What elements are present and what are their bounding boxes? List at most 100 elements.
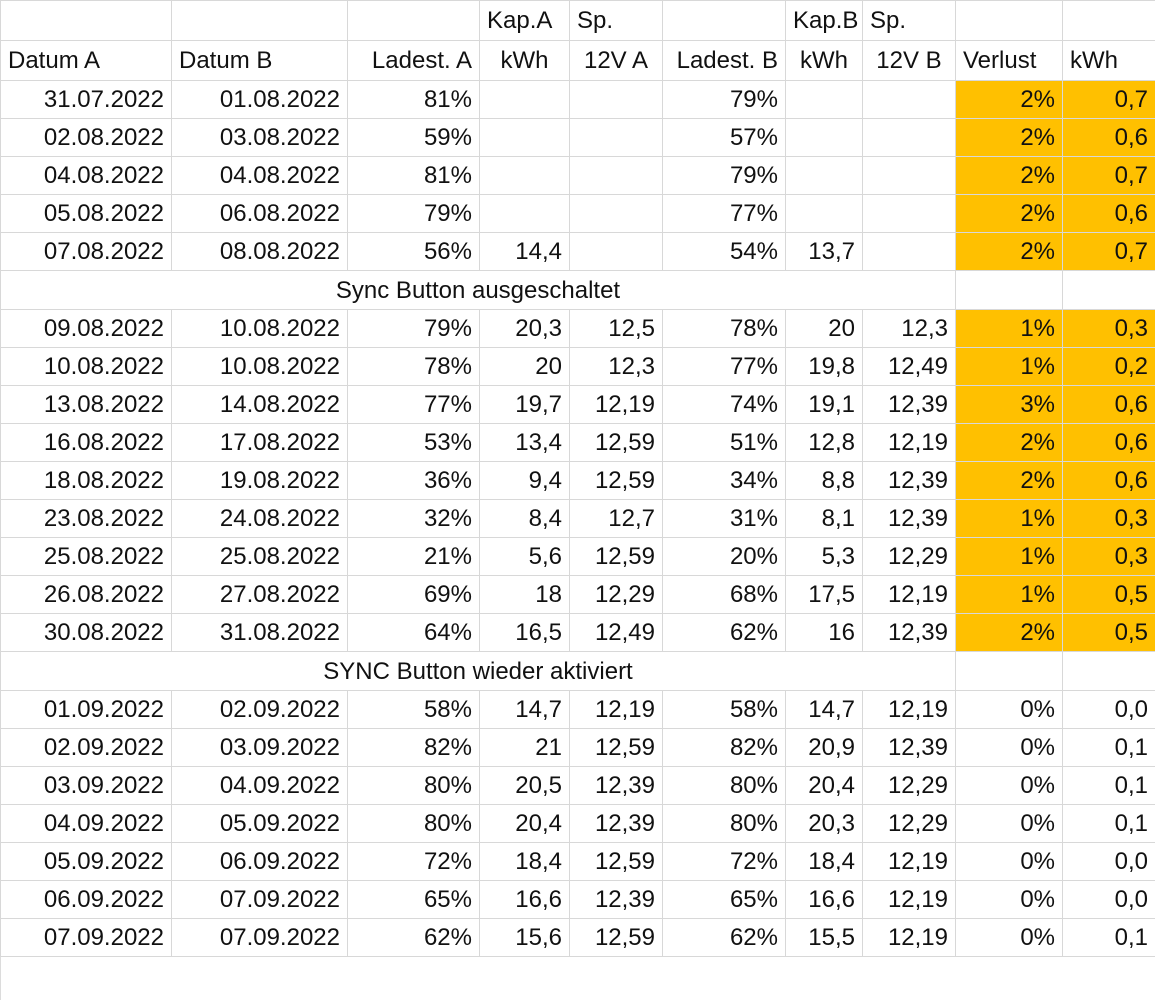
- cell-verlust-kwh[interactable]: 0,1: [1062, 803, 1155, 843]
- cell-ladest-a[interactable]: 79%: [347, 194, 480, 234]
- cell-datum-a[interactable]: 18.08.2022: [0, 460, 172, 501]
- cell-verlust[interactable]: 2%: [955, 118, 1063, 158]
- cell-verlust-kwh[interactable]: 0,5: [1062, 575, 1155, 615]
- cell-verlust-kwh[interactable]: 0,6: [1062, 422, 1155, 462]
- cell-kap-b-kwh[interactable]: 17,5: [785, 575, 863, 615]
- cell-verlust-kwh[interactable]: 0,2: [1062, 346, 1155, 386]
- cell-verlust-kwh[interactable]: 0,6: [1062, 460, 1155, 501]
- cell-sp-12v-a[interactable]: [569, 118, 663, 158]
- cell-datum-b[interactable]: 01.08.2022: [171, 79, 348, 120]
- cell-kap-a-kwh[interactable]: 13,4: [479, 422, 570, 462]
- cell-kap-a-kwh[interactable]: 16,5: [479, 613, 570, 653]
- cell-kap-a-kwh[interactable]: 20,3: [479, 308, 570, 348]
- cell-verlust[interactable]: 1%: [955, 308, 1063, 348]
- cell-kap-a-kwh[interactable]: 21: [479, 727, 570, 767]
- cell-sp-12v-a[interactable]: 12,59: [569, 727, 663, 767]
- cell-verlust[interactable]: 2%: [955, 156, 1063, 196]
- cell-datum-a[interactable]: 05.09.2022: [0, 841, 172, 881]
- cell-verlust[interactable]: 2%: [955, 194, 1063, 234]
- table-cell[interactable]: [1062, 270, 1155, 310]
- table-cell[interactable]: [955, 270, 1063, 310]
- cell-kap-a-kwh[interactable]: 20: [479, 346, 570, 386]
- header-cell[interactable]: [171, 0, 348, 41]
- header-cell[interactable]: [347, 0, 480, 41]
- header-cell-sp-a[interactable]: Sp.: [569, 0, 663, 41]
- cell-verlust[interactable]: 2%: [955, 79, 1063, 120]
- header-kwh-b[interactable]: kWh: [785, 40, 863, 81]
- header-12v-b[interactable]: 12V B: [862, 40, 956, 81]
- cell-kap-b-kwh[interactable]: 16: [785, 613, 863, 653]
- cell-kap-b-kwh[interactable]: 12,8: [785, 422, 863, 462]
- cell-kap-a-kwh[interactable]: [479, 194, 570, 234]
- cell-sp-12v-a[interactable]: [569, 156, 663, 196]
- cell-sp-12v-b[interactable]: 12,39: [862, 460, 956, 501]
- cell-verlust[interactable]: 0%: [955, 765, 1063, 805]
- cell-verlust-kwh[interactable]: 0,0: [1062, 689, 1155, 729]
- cell-datum-a[interactable]: 02.08.2022: [0, 118, 172, 158]
- cell-verlust-kwh[interactable]: 0,7: [1062, 156, 1155, 196]
- cell-datum-b[interactable]: 17.08.2022: [171, 422, 348, 462]
- cell-kap-b-kwh[interactable]: 18,4: [785, 841, 863, 881]
- cell-ladest-b[interactable]: 57%: [662, 118, 786, 158]
- cell-ladest-b[interactable]: 34%: [662, 460, 786, 501]
- cell-ladest-b[interactable]: 62%: [662, 918, 786, 958]
- cell-datum-b[interactable]: 03.08.2022: [171, 118, 348, 158]
- cell-datum-a[interactable]: 25.08.2022: [0, 537, 172, 577]
- cell-sp-12v-b[interactable]: 12,19: [862, 575, 956, 615]
- cell-datum-b[interactable]: 02.09.2022: [171, 689, 348, 729]
- cell-verlust-kwh[interactable]: 0,6: [1062, 384, 1155, 424]
- cell-datum-b[interactable]: 10.08.2022: [171, 308, 348, 348]
- header-cell[interactable]: [662, 0, 786, 41]
- cell-verlust[interactable]: 2%: [955, 460, 1063, 501]
- cell-sp-12v-b[interactable]: 12,19: [862, 422, 956, 462]
- cell-sp-12v-a[interactable]: 12,59: [569, 537, 663, 577]
- cell-verlust[interactable]: 2%: [955, 422, 1063, 462]
- cell-verlust[interactable]: 0%: [955, 841, 1063, 881]
- cell-sp-12v-b[interactable]: 12,39: [862, 499, 956, 539]
- cell-kap-b-kwh[interactable]: 20,3: [785, 803, 863, 843]
- cell-datum-a[interactable]: 04.09.2022: [0, 803, 172, 843]
- cell-kap-a-kwh[interactable]: 18: [479, 575, 570, 615]
- cell-sp-12v-a[interactable]: 12,39: [569, 765, 663, 805]
- cell-ladest-a[interactable]: 80%: [347, 765, 480, 805]
- cell-sp-12v-a[interactable]: 12,19: [569, 689, 663, 729]
- cell-sp-12v-b[interactable]: [862, 156, 956, 196]
- cell-sp-12v-b[interactable]: [862, 232, 956, 272]
- cell-verlust[interactable]: 0%: [955, 727, 1063, 767]
- cell-ladest-b[interactable]: 82%: [662, 727, 786, 767]
- cell-kap-b-kwh[interactable]: 20: [785, 308, 863, 348]
- cell-ladest-b[interactable]: 77%: [662, 194, 786, 234]
- cell-kap-b-kwh[interactable]: [785, 194, 863, 234]
- cell-datum-a[interactable]: 09.08.2022: [0, 308, 172, 348]
- cell-datum-a[interactable]: 07.08.2022: [0, 232, 172, 272]
- cell-sp-12v-a[interactable]: 12,49: [569, 613, 663, 653]
- cell-kap-a-kwh[interactable]: 20,4: [479, 803, 570, 843]
- cell-verlust[interactable]: 0%: [955, 879, 1063, 920]
- cell-verlust-kwh[interactable]: 0,7: [1062, 232, 1155, 272]
- header-verlust[interactable]: Verlust: [955, 40, 1063, 81]
- cell-ladest-b[interactable]: 31%: [662, 499, 786, 539]
- cell-sp-12v-a[interactable]: 12,59: [569, 841, 663, 881]
- header-kwh-a[interactable]: kWh: [479, 40, 570, 81]
- cell-datum-a[interactable]: 06.09.2022: [0, 879, 172, 920]
- cell-verlust-kwh[interactable]: 0,6: [1062, 194, 1155, 234]
- cell-ladest-b[interactable]: 51%: [662, 422, 786, 462]
- header-cell[interactable]: [0, 0, 172, 41]
- cell-verlust[interactable]: 0%: [955, 803, 1063, 843]
- cell-verlust[interactable]: 0%: [955, 918, 1063, 958]
- table-cell[interactable]: [1062, 651, 1155, 691]
- cell-kap-b-kwh[interactable]: 20,4: [785, 765, 863, 805]
- cell-datum-a[interactable]: 04.08.2022: [0, 156, 172, 196]
- cell-datum-b[interactable]: 24.08.2022: [171, 499, 348, 539]
- cell-sp-12v-a[interactable]: [569, 79, 663, 120]
- cell-verlust-kwh[interactable]: 0,0: [1062, 841, 1155, 881]
- cell-datum-a[interactable]: 16.08.2022: [0, 422, 172, 462]
- cell-verlust-kwh[interactable]: 0,1: [1062, 727, 1155, 767]
- cell-ladest-a[interactable]: 78%: [347, 346, 480, 386]
- cell-kap-a-kwh[interactable]: 14,7: [479, 689, 570, 729]
- header-cell[interactable]: [955, 0, 1063, 41]
- header-kwh-verlust[interactable]: kWh: [1062, 40, 1155, 81]
- cell-kap-a-kwh[interactable]: 19,7: [479, 384, 570, 424]
- cell-ladest-a[interactable]: 80%: [347, 803, 480, 843]
- cell-sp-12v-b[interactable]: [862, 118, 956, 158]
